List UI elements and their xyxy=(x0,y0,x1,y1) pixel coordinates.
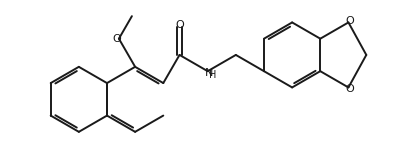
Text: O: O xyxy=(346,84,354,94)
Text: N: N xyxy=(205,68,214,78)
Text: O: O xyxy=(175,20,184,30)
Text: O: O xyxy=(112,34,121,44)
Text: O: O xyxy=(346,16,354,26)
Text: H: H xyxy=(209,70,217,80)
